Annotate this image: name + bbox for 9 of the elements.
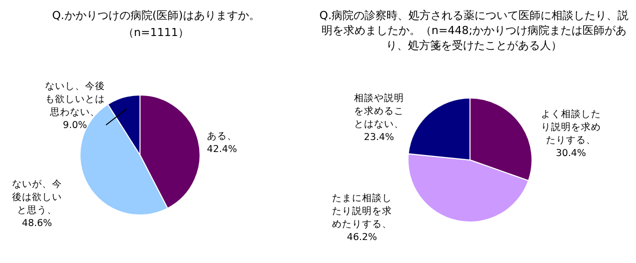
slice-label: よく相談したり説明を求めたりする、30.4% <box>540 108 602 160</box>
chart-subtitle: （n=1111） <box>122 25 190 40</box>
chart-title: Q.かかりつけの病院(医師)はありますか。 <box>51 8 261 23</box>
chart-title: Q.病院の診察時、処方される薬について医師に相談したり、説明を求めましたか。（n=448;かかりつけ病院または医師があり、処方箋を受けたことがある人） <box>318 8 630 53</box>
slice-label: ある、42.4% <box>206 130 238 156</box>
slice-label: ないが、今後は欲しいと思う、48.6% <box>11 178 63 230</box>
slice-label: 相談や説明を求めることはない、23.4% <box>353 92 405 144</box>
slice-label: ないし、今後も欲しいとは思わない、9.0% <box>44 80 106 132</box>
slice-label: たまに相談したり説明を求めたりする、46.2% <box>331 192 393 244</box>
